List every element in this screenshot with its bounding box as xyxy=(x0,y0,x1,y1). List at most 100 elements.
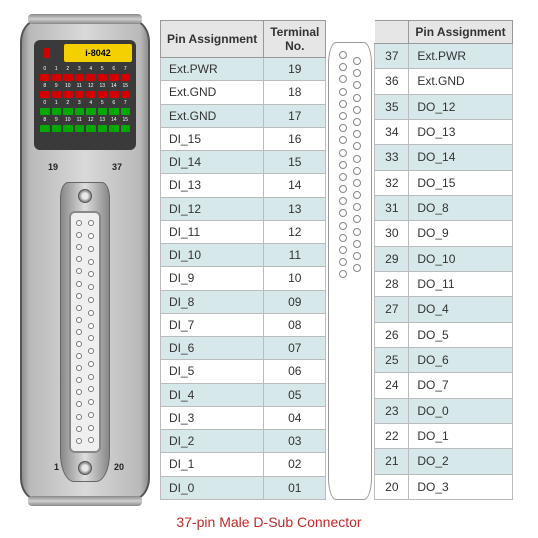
table-row: DI_001 xyxy=(161,476,326,500)
terminal-number: 27 xyxy=(375,297,409,322)
table-row: 33DO_14 xyxy=(375,145,512,170)
pinhole-icon xyxy=(76,317,82,323)
caption: 37-pin Male D-Sub Connector xyxy=(0,514,538,530)
led-icon xyxy=(40,74,50,81)
table-row: DI_910 xyxy=(161,267,326,290)
terminal-number: 02 xyxy=(264,453,326,476)
page-root: i-8042 012345678910111213141501234567891… xyxy=(0,0,538,510)
schematic-pin-icon xyxy=(353,191,361,199)
terminal-number: 07 xyxy=(264,337,326,360)
module-label: i-8042 xyxy=(64,44,132,62)
table-row: 37Ext.PWR xyxy=(375,44,512,69)
screw-top-icon xyxy=(78,189,92,203)
schematic-pin-icon xyxy=(353,118,361,126)
pinhole-icon xyxy=(76,377,82,383)
led-number: 5 xyxy=(98,66,108,72)
schematic-pin-icon xyxy=(339,197,347,205)
led-number: 3 xyxy=(75,100,85,106)
pin-assignment: DO_11 xyxy=(409,271,512,296)
table-row: Ext.GND17 xyxy=(161,104,326,127)
schematic-pin-icon xyxy=(339,136,347,144)
table-row: DI_1112 xyxy=(161,220,326,243)
pinhole-icon xyxy=(76,256,82,262)
table-row: DI_203 xyxy=(161,430,326,453)
schematic-pin-icon xyxy=(353,130,361,138)
pin-assignment: Ext.GND xyxy=(409,69,512,94)
table-row: DI_102 xyxy=(161,453,326,476)
table-row: 23DO_0 xyxy=(375,398,512,423)
schematic-pin-icon xyxy=(339,63,347,71)
table-row: 36Ext.GND xyxy=(375,69,512,94)
terminal-number: 15 xyxy=(264,151,326,174)
schematic-pin-icon xyxy=(353,57,361,65)
pinhole-icon xyxy=(88,335,94,341)
pinout-tables: Pin Assignment Terminal No. Ext.PWR19Ext… xyxy=(160,20,513,500)
schematic-pin-icon xyxy=(353,240,361,248)
table-row: Ext.GND18 xyxy=(161,81,326,104)
led-number: 10 xyxy=(63,83,73,89)
pin-assignment: DO_1 xyxy=(409,423,512,448)
table-row: 31DO_8 xyxy=(375,195,512,220)
led-number: 15 xyxy=(121,117,131,123)
pin-assignment: DI_5 xyxy=(161,360,264,383)
pin-assignment: DO_13 xyxy=(409,119,512,144)
schematic-pin-icon xyxy=(353,106,361,114)
led-number: 2 xyxy=(63,100,73,106)
table-row: Ext.PWR19 xyxy=(161,58,326,81)
schematic-pin-icon xyxy=(339,149,347,157)
terminal-number: 22 xyxy=(375,423,409,448)
led-icon xyxy=(52,74,62,81)
schematic-pin-icon xyxy=(353,167,361,175)
table-row: 32DO_15 xyxy=(375,170,512,195)
conn-label-19: 19 xyxy=(48,162,58,172)
led-number: 4 xyxy=(86,100,96,106)
pin-assignment: DO_3 xyxy=(409,474,512,499)
pin-assignment: DO_14 xyxy=(409,145,512,170)
led-number: 14 xyxy=(109,117,119,123)
pinhole-icon xyxy=(88,361,94,367)
led-number: 6 xyxy=(109,100,119,106)
terminal-number: 30 xyxy=(375,221,409,246)
table-row: DI_1213 xyxy=(161,197,326,220)
table-row: DI_1314 xyxy=(161,174,326,197)
pinhole-icon xyxy=(88,220,94,226)
terminal-number: 14 xyxy=(264,174,326,197)
pin-assignment: Ext.GND xyxy=(161,104,264,127)
pinhole-icon xyxy=(76,293,82,299)
dsub-schematic-icon xyxy=(328,42,372,500)
led-number: 0 xyxy=(40,100,50,106)
led-icon xyxy=(109,108,119,115)
header-terminal: Terminal No. xyxy=(264,21,326,58)
schematic-pin-icon xyxy=(353,215,361,223)
pinhole-icon xyxy=(88,323,94,329)
schematic-pin-icon xyxy=(353,155,361,163)
led-icon xyxy=(40,91,50,98)
table-row: DI_304 xyxy=(161,406,326,429)
led-icon xyxy=(75,91,85,98)
led-number: 15 xyxy=(121,83,131,89)
terminal-number: 10 xyxy=(264,267,326,290)
conn-label-37: 37 xyxy=(112,162,122,172)
module-body: i-8042 012345678910111213141501234567891… xyxy=(20,20,150,500)
pinhole-icon xyxy=(88,246,94,252)
pinhole-icon xyxy=(76,232,82,238)
table-row: 21DO_2 xyxy=(375,449,512,474)
pinhole-icon xyxy=(76,438,82,444)
schematic-pin-icon xyxy=(353,264,361,272)
table-row: DI_1415 xyxy=(161,151,326,174)
led-number: 4 xyxy=(86,66,96,72)
led-number: 11 xyxy=(75,83,85,89)
table-row: DI_1516 xyxy=(161,127,326,150)
pinhole-icon xyxy=(76,341,82,347)
led-icon xyxy=(52,91,62,98)
table-row: DI_809 xyxy=(161,290,326,313)
led-number: 0 xyxy=(40,66,50,72)
schematic-pin-icon xyxy=(339,112,347,120)
led-icon xyxy=(40,108,50,115)
led-icon xyxy=(63,108,73,115)
pin-assignment: DO_5 xyxy=(409,322,512,347)
led-number: 1 xyxy=(52,100,62,106)
led-icon xyxy=(98,74,108,81)
module-face: i-8042 012345678910111213141501234567891… xyxy=(34,40,136,150)
pin-assignment: DI_15 xyxy=(161,127,264,150)
